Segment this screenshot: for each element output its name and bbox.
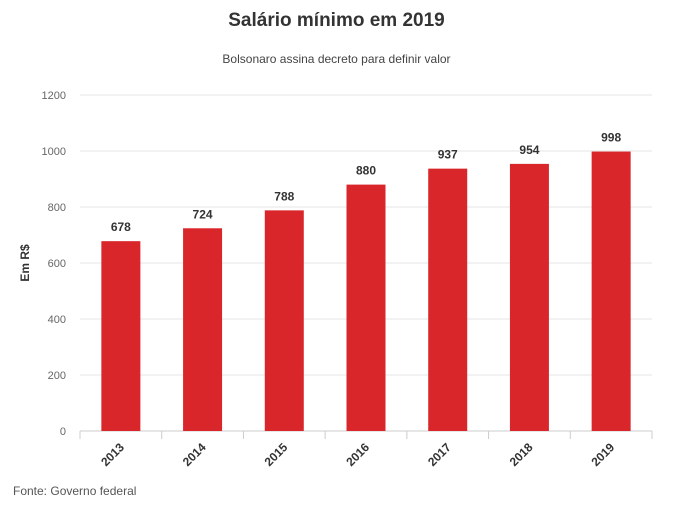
x-tick-label: 2015 [262,440,291,469]
y-tick-label: 200 [48,370,66,382]
x-tick-label: 2016 [343,440,372,469]
bar-2019 [591,151,631,431]
y-axis-title: Em R$ [18,244,32,282]
chart-title: Salário mínimo em 2019 [228,10,445,31]
bar-2015 [264,210,304,431]
x-tick-label: 2013 [98,440,127,469]
x-tick-label: 2019 [588,440,617,469]
data-labels: 678 724 788 880 937 954 998 [111,131,622,235]
bar-2017 [428,168,468,431]
y-tick-label: 1200 [42,90,66,102]
y-tick-label: 600 [48,258,66,270]
data-label: 954 [519,143,539,157]
bar-2014 [183,228,223,431]
data-label: 788 [274,189,294,203]
gridlines [79,94,653,439]
y-tick-label: 1000 [42,146,66,158]
data-label: 678 [111,220,131,234]
bar-2016 [346,184,386,431]
bar-2013 [101,241,141,431]
x-axis-ticks: 2013 2014 2015 2016 2017 2018 2019 [98,440,617,469]
x-tick-label: 2017 [425,440,454,469]
bar-chart: 0 200 400 600 800 1000 1200 678 724 788 880 937 954… [18,90,653,469]
x-tick-label: 2014 [180,440,209,469]
data-label: 937 [438,148,458,162]
y-tick-label: 400 [48,314,66,326]
y-tick-label: 0 [60,426,66,438]
data-label: 880 [356,164,376,178]
bars [101,151,631,431]
y-tick-label: 800 [48,202,66,214]
bar-2018 [509,163,549,431]
source-note: Fonte: Governo federal [13,484,137,498]
data-label: 998 [601,131,621,145]
x-tick-label: 2018 [507,440,536,469]
y-axis-ticks: 0 200 400 600 800 1000 1200 [42,90,66,438]
chart-subtitle: Bolsonaro assina decreto para definir va… [222,52,451,66]
data-label: 724 [193,207,213,221]
